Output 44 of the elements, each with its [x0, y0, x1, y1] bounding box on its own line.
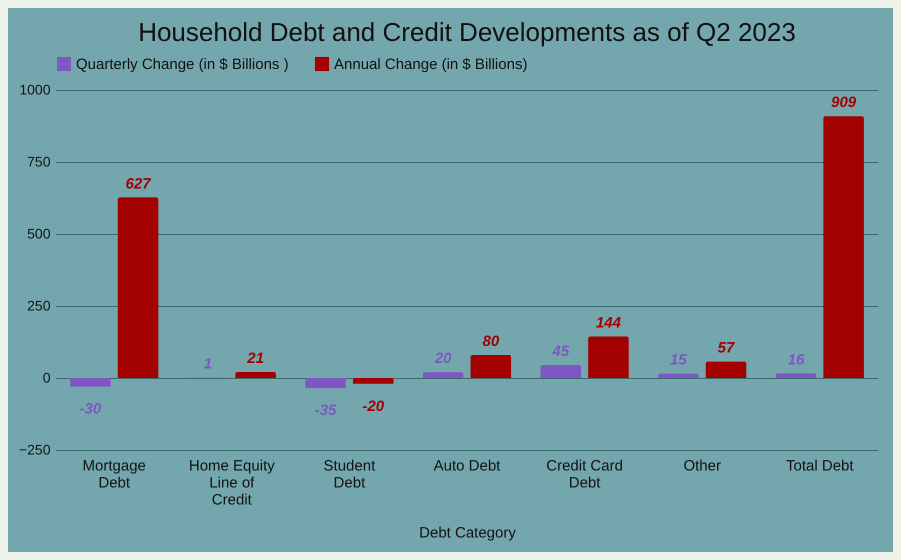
- bar: [658, 374, 699, 378]
- y-tick-label: 0: [42, 370, 51, 386]
- data-label: 57: [718, 340, 736, 357]
- x-tick-label: Other: [683, 458, 721, 474]
- bar: [706, 362, 746, 378]
- data-label: 80: [482, 332, 500, 350]
- y-tick-label: 500: [27, 226, 51, 242]
- x-axis-title: Debt Category: [419, 524, 516, 542]
- data-label: 627: [126, 175, 152, 192]
- data-label: 1: [204, 356, 212, 373]
- data-label: 909: [831, 94, 857, 112]
- x-tick-label: Mortgage Debt: [82, 458, 146, 492]
- data-label: 20: [434, 350, 452, 368]
- bar: [540, 365, 582, 378]
- data-label: 45: [551, 343, 570, 360]
- chart-title: Household Debt and Credit Developments as of Q2 2023: [138, 17, 796, 47]
- y-tick-label: 750: [27, 154, 51, 170]
- bar: [305, 378, 346, 388]
- bar: [588, 336, 629, 378]
- data-label: 21: [246, 350, 264, 367]
- data-label: -20: [362, 398, 385, 415]
- data-label: 15: [670, 352, 688, 369]
- x-tick-label: Student Debt: [324, 458, 376, 492]
- x-tick-label: Home Equity Line of Credit: [188, 458, 276, 508]
- x-tick-label: Total Debt: [786, 458, 854, 474]
- bar: [70, 378, 111, 387]
- legend-label: Annual Change (in $ Billions): [334, 56, 528, 73]
- bar: [470, 354, 512, 378]
- bar: [118, 197, 158, 378]
- x-tick-label: Credit Card Debt: [546, 458, 623, 492]
- bar: [422, 372, 464, 378]
- y-tick-label: 250: [27, 298, 51, 314]
- data-label: 144: [596, 314, 622, 332]
- data-label: 16: [788, 351, 805, 368]
- x-tick-label: Auto Debt: [434, 458, 502, 474]
- bar: [823, 116, 864, 378]
- bar: [235, 372, 276, 378]
- y-tick-label: 1000: [19, 82, 51, 98]
- y-tick-label: −250: [18, 442, 51, 458]
- bar: [352, 378, 394, 384]
- legend-label: Quarterly Change (in $ Billions ): [76, 56, 289, 73]
- bar: [776, 373, 816, 378]
- data-label: -30: [80, 400, 102, 418]
- data-label: -35: [314, 402, 338, 420]
